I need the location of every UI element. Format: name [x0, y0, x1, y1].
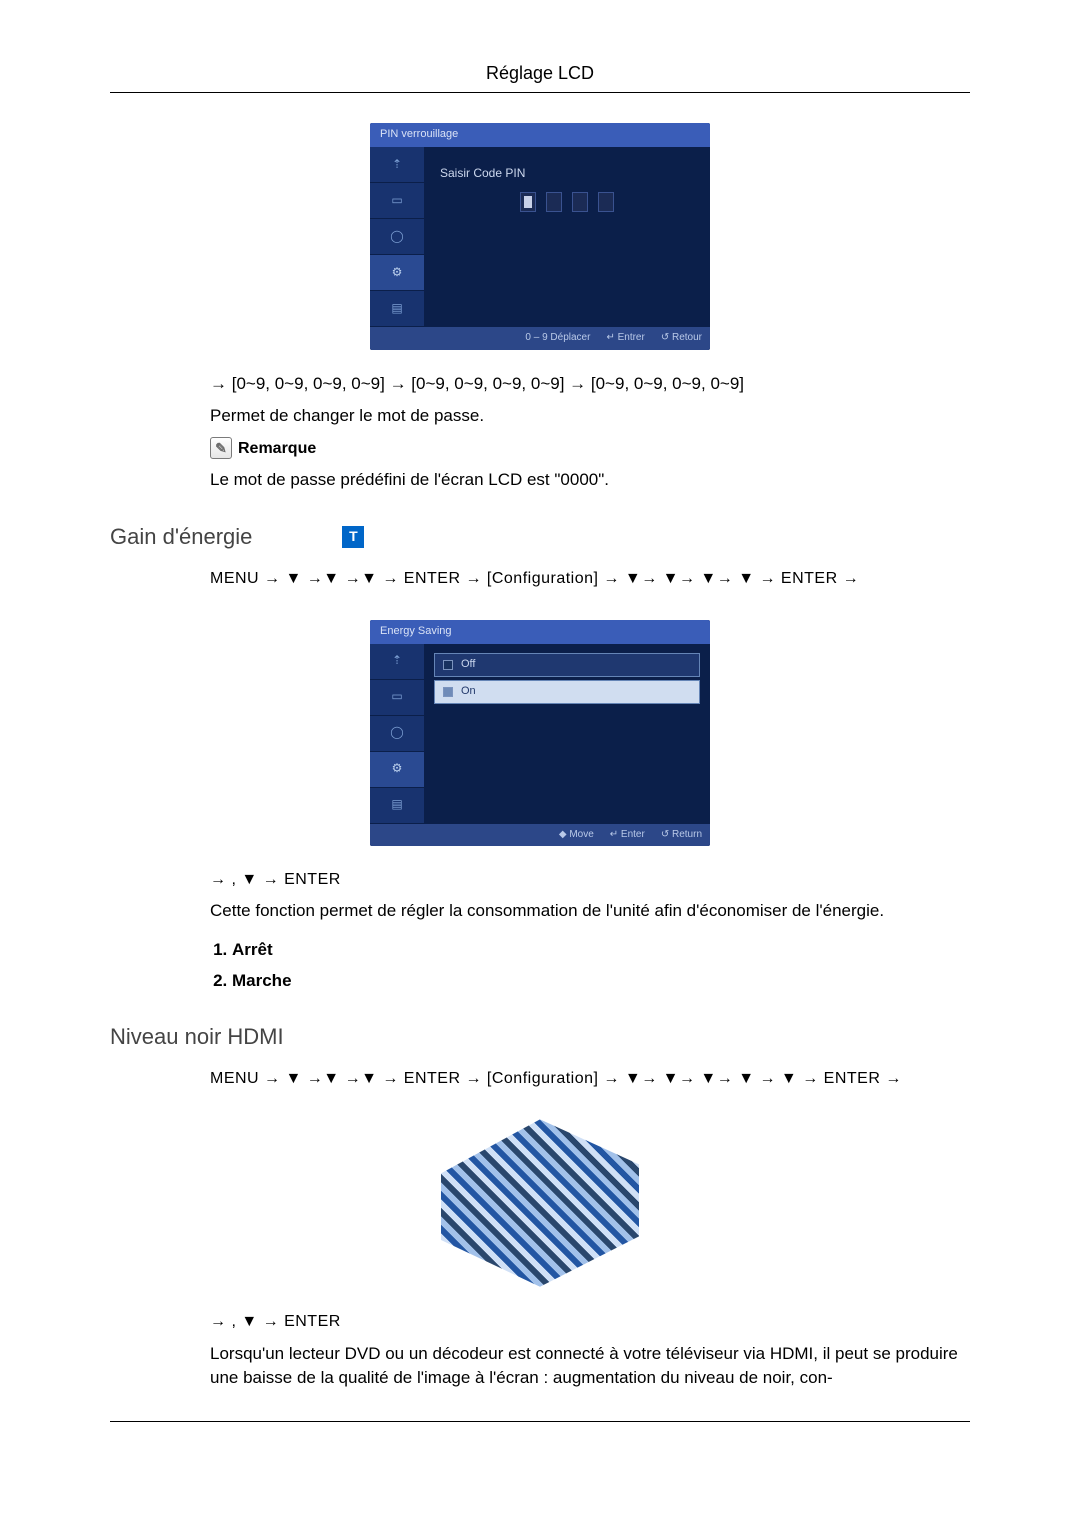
osd-energy-header: Energy Saving — [370, 620, 710, 644]
footer-move: ◆ Move — [559, 828, 594, 843]
option-off-label: Off — [461, 657, 475, 673]
pin-sequence: → [0~9, 0~9, 0~9, 0~9] → [0~9, 0~9, 0~9,… — [210, 372, 970, 397]
osd-side-icon: ⚙ — [370, 255, 424, 291]
energy-nav-2: → , ▼ → ENTER — [210, 868, 970, 891]
footer-enter: ↵ Entrer — [606, 331, 644, 346]
hdmi-nav-1: MENU → ▼ →▼ →▼ → ENTER → [Configuration]… — [210, 1067, 970, 1090]
footer-enter: ↵ Enter — [610, 828, 645, 843]
energy-nav-1: MENU → ▼ →▼ →▼ → ENTER → [Configuration]… — [210, 567, 970, 590]
osd-pin-sidebar: ⇡ ▭ ◯ ⚙ ▤ — [370, 147, 424, 327]
pin-box — [572, 192, 588, 212]
osd-energy-footer: ◆ Move ↵ Enter ↺ Return — [370, 824, 710, 847]
osd-side-icon: ⚙ — [370, 752, 424, 788]
opt-arret: Arrêt — [232, 938, 970, 963]
section-hdmi: Niveau noir HDMI — [110, 1021, 970, 1053]
osd-side-icon: ⇡ — [370, 147, 424, 183]
option-marker-icon — [443, 660, 453, 670]
osd-side-icon: ▤ — [370, 788, 424, 824]
note-icon: ✎ — [210, 437, 232, 459]
energy-description: Cette fonction permet de régler la conso… — [210, 899, 970, 924]
option-marker-icon — [443, 687, 453, 697]
footer-return: ↺ Retour — [661, 331, 702, 346]
hdmi-nav-2: → , ▼ → ENTER — [210, 1310, 970, 1333]
osd-side-icon: ◯ — [370, 219, 424, 255]
section-hdmi-title: Niveau noir HDMI — [110, 1021, 284, 1053]
footer-return: ↺ Return — [661, 828, 702, 843]
option-off: Off — [434, 653, 700, 677]
remarque-text: Le mot de passe prédéfini de l'écran LCD… — [210, 468, 970, 493]
hdmi-placeholder-image — [430, 1110, 650, 1290]
pin-change-text: Permet de changer le mot de passe. — [210, 404, 970, 429]
osd-pin-header: PIN verrouillage — [370, 123, 710, 147]
pin-box — [598, 192, 614, 212]
energy-options: Arrêt Marche — [232, 938, 970, 993]
osd-energy-sidebar: ⇡ ▭ ◯ ⚙ ▤ — [370, 644, 424, 824]
t-badge-icon: T — [342, 526, 364, 548]
section-energy: Gain d'énergie T — [110, 521, 970, 553]
rule-bottom — [110, 1421, 970, 1422]
osd-side-icon: ▭ — [370, 183, 424, 219]
pin-box — [520, 192, 536, 212]
hdmi-description: Lorsqu'un lecteur DVD ou un décodeur est… — [210, 1342, 970, 1391]
osd-pin: PIN verrouillage ⇡ ▭ ◯ ⚙ ▤ Saisir Code P… — [370, 123, 710, 349]
pin-box — [546, 192, 562, 212]
osd-side-icon: ⇡ — [370, 644, 424, 680]
osd-pin-footer: 0 – 9 Déplacer ↵ Entrer ↺ Retour — [370, 327, 710, 350]
rule-top — [110, 92, 970, 93]
osd-energy: Energy Saving ⇡ ▭ ◯ ⚙ ▤ Off On ◆ Move ↵ … — [370, 620, 710, 846]
osd-pin-label: Saisir Code PIN — [440, 165, 694, 182]
remarque-label: Remarque — [238, 437, 316, 460]
osd-side-icon: ◯ — [370, 716, 424, 752]
section-energy-title: Gain d'énergie — [110, 521, 252, 553]
osd-side-icon: ▤ — [370, 291, 424, 327]
pin-boxes — [440, 192, 694, 212]
footer-move: 0 – 9 Déplacer — [525, 331, 590, 346]
osd-side-icon: ▭ — [370, 680, 424, 716]
opt-marche: Marche — [232, 969, 970, 994]
page-title: Réglage LCD — [110, 60, 970, 86]
option-on: On — [434, 680, 700, 704]
option-on-label: On — [461, 684, 476, 700]
